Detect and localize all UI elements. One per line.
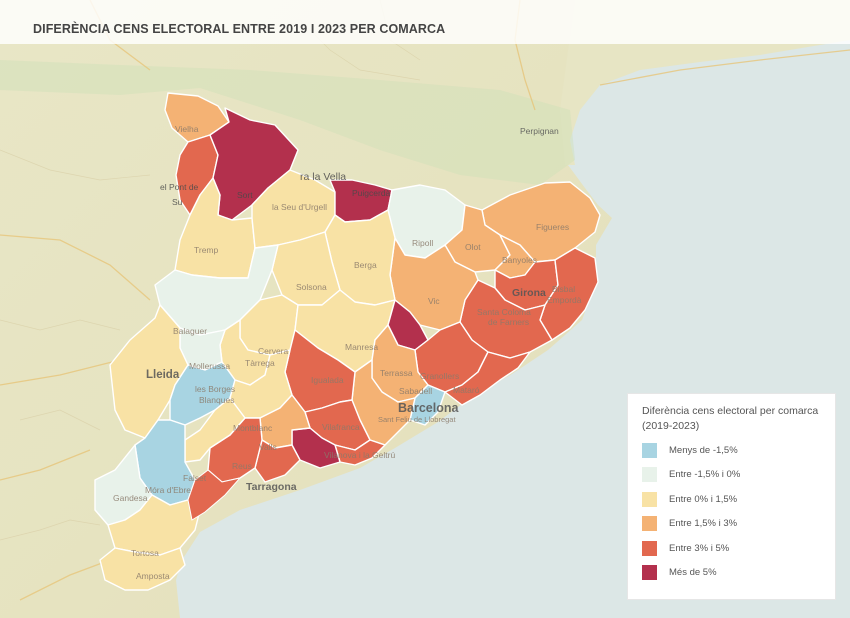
label-les-borges-2: Blanques — [199, 395, 234, 405]
legend-item[interactable]: Entre 1,5% i 3% — [642, 514, 821, 534]
legend-item[interactable]: Menys de -1,5% — [642, 440, 821, 460]
label-tortosa: Tortosa — [131, 548, 159, 558]
label-falset: Falset — [183, 473, 207, 483]
comarca-baix-emporda[interactable] — [539, 247, 599, 341]
label-granollers: Granollers — [420, 371, 459, 381]
legend-item[interactable]: Més de 5% — [642, 563, 821, 583]
legend-title: Diferència cens electoral per comarca (2… — [642, 405, 819, 432]
label-barcelona: Barcelona — [398, 401, 459, 415]
legend-swatch — [642, 516, 657, 532]
label-ripoll: Ripoll — [412, 238, 433, 248]
legend: Diferència cens electoral per comarca (2… — [627, 393, 836, 600]
label-vic: Vic — [428, 296, 440, 306]
label-vilafranca: Vilafranca — [322, 422, 360, 432]
label-vielha: Vielha — [175, 124, 199, 134]
label-reus: Reus — [232, 461, 252, 471]
label-cervera: Cervera — [258, 346, 289, 356]
label-sabadell: Sabadell — [399, 386, 432, 396]
label-sant-feliu: Sant Feliu de Llobregat — [378, 415, 456, 424]
label-lleida: Lleida — [146, 369, 180, 381]
label-tarrega: Tàrrega — [245, 358, 275, 368]
label-suert: Su — [172, 197, 183, 207]
label-berga: Berga — [354, 260, 377, 270]
comarca-garraf[interactable] — [334, 439, 386, 466]
comarca-maresme[interactable] — [444, 351, 531, 406]
label-mataro: Mataró — [453, 385, 480, 395]
legend-item[interactable]: Entre 0% i 1,5% — [642, 489, 821, 509]
label-amposta: Amposta — [136, 571, 170, 581]
label-vilanova: Vilanova i la Geltrú — [324, 450, 395, 460]
label-olot: Olot — [465, 242, 481, 252]
legend-label: Entre 1,5% i 3% — [669, 518, 738, 530]
label-tarragona: Tarragona — [246, 481, 297, 493]
label-sort: Sort — [237, 190, 253, 200]
legend-label: Entre -1,5% i 0% — [669, 469, 741, 481]
title-bar: DIFERÈNCIA CENS ELECTORAL ENTRE 2019 I 2… — [0, 0, 850, 44]
legend-swatch — [642, 565, 657, 581]
label-pont-suert: el Pont de — [160, 182, 199, 192]
label-igualada: Igualada — [311, 375, 344, 385]
label-girona: Girona — [512, 287, 546, 299]
legend-swatch — [642, 540, 657, 556]
comarca-montsia[interactable] — [99, 547, 186, 591]
label-perpignan: Perpignan — [520, 126, 559, 136]
map-labels: Vielha ra la Vella el Pont de Su Sort Pu… — [113, 124, 582, 581]
label-solsona: Solsona — [296, 282, 327, 292]
label-bisbal-1: Bisbal — [552, 284, 575, 294]
label-santa-coloma-2: de Farners — [488, 317, 529, 327]
legend-swatch — [642, 491, 657, 507]
label-santa-coloma-1: Santa Coloma — [477, 307, 531, 317]
legend-label: Entre 0% i 1,5% — [669, 493, 738, 505]
label-terrassa: Terrassa — [380, 368, 413, 378]
label-mora: Móra d'Ebre — [145, 485, 191, 495]
label-balaguer: Balaguer — [173, 326, 207, 336]
label-bisbal-2: Empordà — [547, 295, 582, 305]
label-montblanc: Montblanc — [233, 423, 273, 433]
label-les-borges-1: les Borges — [195, 384, 235, 394]
legend-item[interactable]: Entre 3% i 5% — [642, 538, 821, 558]
comarca-priorat[interactable] — [184, 397, 246, 463]
legend-label: Menys de -1,5% — [669, 444, 738, 456]
label-mollerussa: Mollerussa — [189, 361, 230, 371]
legend-swatch — [642, 442, 657, 458]
legend-swatch — [642, 467, 657, 483]
label-seu: la Seu d'Urgell — [272, 202, 327, 212]
label-andorra: ra la Vella — [300, 171, 346, 183]
legend-label: Més de 5% — [669, 567, 717, 579]
legend-label: Entre 3% i 5% — [669, 542, 730, 554]
comarca-tarragones[interactable] — [254, 439, 301, 483]
comarques[interactable] — [94, 92, 601, 591]
label-figueres: Figueres — [536, 222, 569, 232]
pyrenees-shade — [0, 60, 575, 185]
label-banyoles: Banyoles — [502, 255, 537, 265]
label-gandesa: Gandesa — [113, 493, 148, 503]
legend-item[interactable]: Entre -1,5% i 0% — [642, 465, 821, 485]
page-title: DIFERÈNCIA CENS ELECTORAL ENTRE 2019 I 2… — [33, 22, 446, 36]
label-puigcerda: Puigcerdà — [352, 188, 391, 198]
comarca-baix-camp-coast — [187, 469, 242, 521]
label-manresa: Manresa — [345, 342, 378, 352]
label-tremp: Tremp — [194, 245, 219, 255]
label-valls: Valls — [259, 442, 277, 452]
